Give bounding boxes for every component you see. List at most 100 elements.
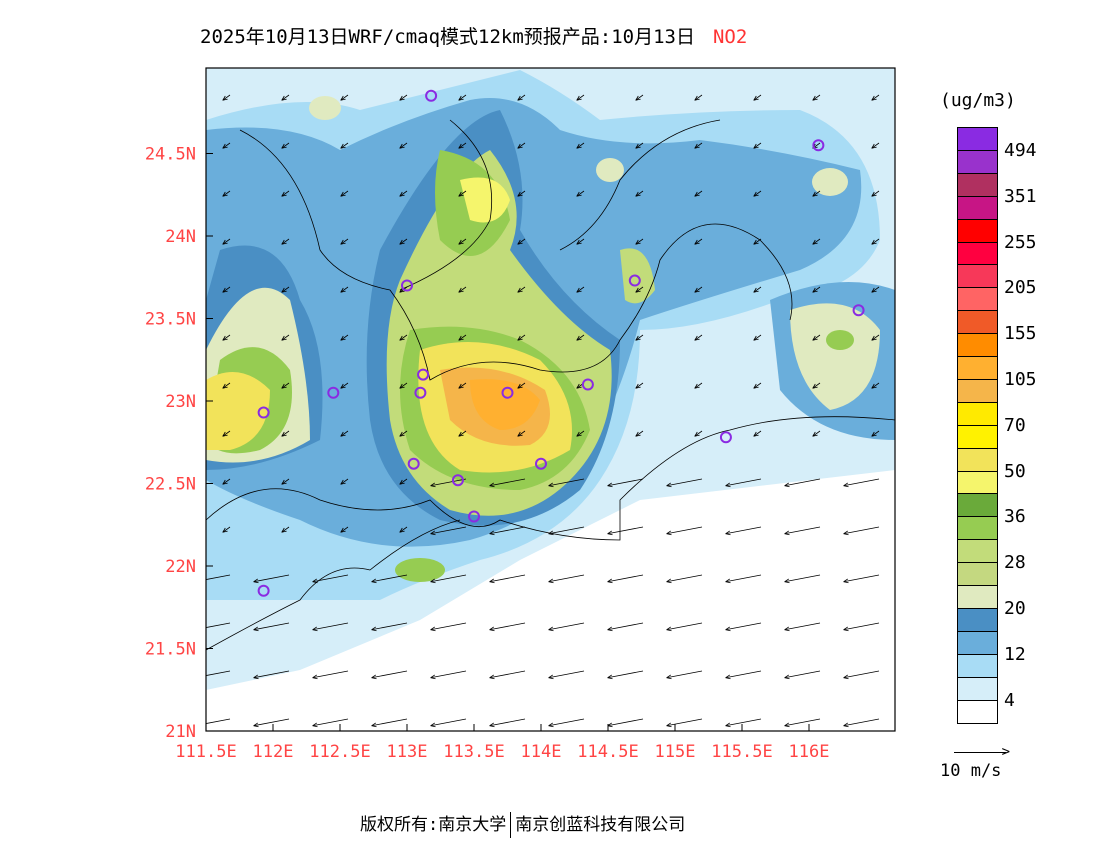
copyright-footer: 版权所有:南京大学 南京创蓝科技有限公司: [360, 810, 685, 838]
wind-arrow: [312, 670, 349, 680]
colorbar-swatch: [957, 333, 998, 358]
station-marker: [852, 304, 865, 317]
x-tick-label: 113.5E: [443, 742, 504, 762]
wind-arrow: [340, 430, 349, 437]
wind-vectors: [206, 94, 880, 728]
wind-arrow: [725, 574, 762, 584]
wind-arrow: [694, 142, 703, 149]
wind-arrow: [812, 190, 821, 197]
wind-arrow: [812, 382, 821, 389]
y-tick-label: 21N: [165, 722, 196, 742]
wind-arrow: [312, 574, 349, 584]
wind-arrow: [340, 238, 349, 245]
wind-arrow: [399, 334, 408, 341]
x-tick-label: 114E: [521, 742, 562, 762]
wind-arrow: [458, 430, 467, 437]
wind-arrow: [548, 574, 585, 584]
wind-arrow: [458, 382, 467, 389]
wind-arrow: [281, 478, 290, 485]
wind-arrow: [222, 478, 231, 485]
wind-arrow: [517, 430, 526, 437]
wind-arrow: [253, 670, 290, 680]
wind-arrow: [430, 574, 467, 584]
station-marker: [719, 431, 732, 444]
colorbar-swatch: [957, 424, 998, 449]
x-tick-label: 112E: [253, 742, 294, 762]
station-marker: [401, 279, 413, 292]
x-tick-label: 112.5E: [309, 742, 370, 762]
wind-arrow: [548, 526, 585, 536]
colorbar-swatch: [957, 378, 998, 403]
colorbar-swatch: [957, 607, 998, 632]
map-frame: [205, 67, 896, 732]
wind-arrow: [222, 94, 231, 101]
wind-arrow: [312, 622, 349, 632]
wind-arrow: [206, 670, 231, 676]
wind-arrow: [812, 430, 821, 437]
wind-arrow: [812, 286, 821, 293]
wind-arrow: [843, 622, 880, 632]
wind-arrow: [843, 478, 880, 488]
wind-arrow: [281, 334, 290, 341]
wind-arrow: [753, 94, 762, 101]
colorbar-swatch: [957, 562, 998, 587]
wind-arrow: [517, 334, 526, 341]
wind-arrow: [399, 94, 408, 101]
wind-arrow: [694, 430, 703, 437]
wind-arrow: [607, 670, 644, 680]
colorbar-label: 20: [1004, 598, 1026, 619]
colorbar-swatch: [957, 195, 998, 220]
wind-arrow: [753, 238, 762, 245]
y-tick-label: 21.5N: [145, 640, 196, 660]
wind-arrow: [843, 526, 880, 536]
wind-arrow: [548, 478, 585, 488]
wind-arrow: [281, 526, 290, 533]
colorbar-label: 50: [1004, 460, 1026, 482]
wind-arrow: [694, 238, 703, 245]
wind-arrow: [458, 94, 467, 101]
wind-arrow: [843, 574, 880, 584]
wind-arrow: [784, 718, 821, 728]
wind-arrow: [458, 190, 467, 197]
wind-arrow: [371, 622, 408, 632]
wind-arrow: [694, 334, 703, 341]
wind-arrow: [222, 430, 231, 437]
wind-arrow: [784, 622, 821, 632]
wind-arrow: [607, 622, 644, 632]
wind-arrow: [635, 286, 644, 293]
wind-arrow: [399, 190, 408, 197]
wind-arrow: [281, 430, 290, 437]
wind-arrow: [371, 670, 408, 680]
wind-arrow: [694, 286, 703, 293]
wind-arrow: [753, 190, 762, 197]
wind-arrow: [784, 526, 821, 536]
wind-arrow: [281, 142, 290, 149]
wind-arrow: [399, 382, 408, 389]
title-text: 2025年10月13日WRF/cmaq模式12km预报产品:10月13日: [200, 26, 695, 48]
wind-arrow: [312, 718, 349, 728]
wind-arrow: [206, 718, 231, 724]
wind-arrow: [222, 382, 231, 389]
colorbar-label: 155: [1004, 323, 1037, 345]
legend-unit: (ug/m3): [940, 90, 1016, 111]
wind-arrow: [635, 238, 644, 245]
wind-arrow: [576, 430, 585, 437]
station-marker: [414, 386, 427, 399]
wind-arrow: [517, 238, 526, 245]
colorbar-swatch: [957, 676, 998, 701]
wind-arrow: [666, 718, 703, 728]
wind-arrow: [871, 94, 880, 101]
wind-arrow: [430, 718, 467, 728]
wind-arrow: [340, 382, 349, 389]
wind-arrow: [222, 526, 231, 533]
wind-arrow: [340, 334, 349, 341]
wind-arrow: [548, 670, 585, 680]
wind-arrow: [871, 190, 880, 197]
wind-arrow: [635, 382, 644, 389]
wind-arrow: [871, 382, 880, 389]
wind-arrow: [725, 478, 762, 488]
colorbar-label: 105: [1004, 369, 1037, 390]
wind-arrow: [430, 478, 467, 488]
wind-arrow: [489, 526, 526, 536]
x-tick-label: 113E: [387, 742, 428, 762]
